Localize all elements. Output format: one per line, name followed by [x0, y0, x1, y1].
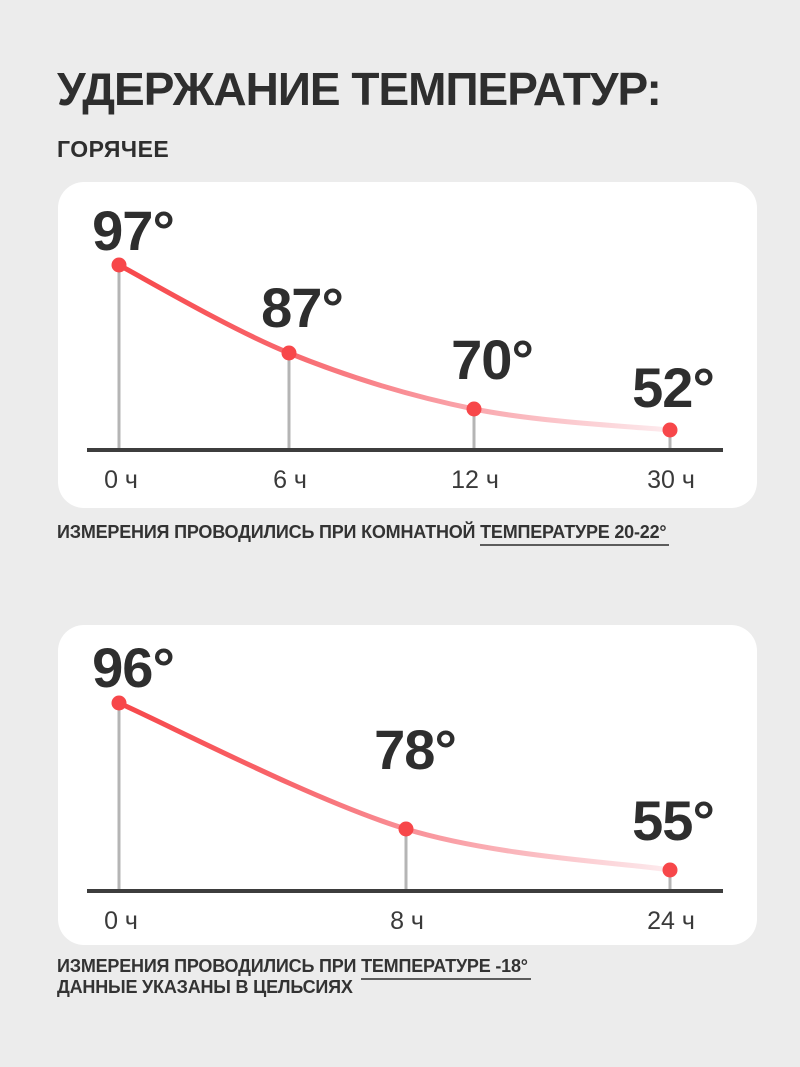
footnote-text: ИЗМЕРЕНИЯ ПРОВОДИЛИСЬ ПРИ	[57, 956, 362, 976]
point-value-label: 78°	[374, 718, 457, 781]
footnote-underlined-text: ТЕМПЕРАТУРЕ 20-22°	[480, 522, 670, 546]
footnote-underlined-text: ТЕМПЕРАТУРЕ -18°	[361, 956, 531, 980]
hot-temperature-line-chart	[87, 257, 723, 452]
footnote-freezer-temperature: ИЗМЕРЕНИЯ ПРОВОДИЛИСЬ ПРИ ТЕМПЕРАТУРЕ -1…	[57, 956, 531, 998]
x-axis-tick-label: 12 ч	[451, 466, 499, 494]
cold-temperature-line-chart	[87, 695, 723, 893]
x-axis-tick-label: 30 ч	[647, 466, 695, 494]
section-label-hot: ГОРЯЧЕЕ	[57, 136, 170, 162]
point-value-label: 97°	[92, 199, 175, 262]
point-value-label: 70°	[451, 328, 534, 391]
footnote-units-note: ДАННЫЕ УКАЗАНЫ В ЦЕЛЬСИЯХ	[57, 977, 353, 997]
page-title: УДЕРЖАНИЕ ТЕМПЕРАТУР:	[57, 63, 662, 115]
point-stems	[117, 265, 672, 448]
x-axis-tick-label: 6 ч	[273, 466, 307, 494]
hot-temperature-chart-card: 97° 87° 70° 52° 0 ч 6 ч 12 ч 30 ч	[58, 182, 757, 508]
temperature-decay-curve	[116, 262, 673, 433]
data-points	[111, 257, 678, 438]
cold-temperature-chart-card: 96° 78° 55° 0 ч 8 ч 24 ч	[58, 625, 757, 945]
point-value-label: 52°	[632, 356, 715, 419]
footnote-text: ИЗМЕРЕНИЯ ПРОВОДИЛИСЬ ПРИ КОМНАТНОЙ	[57, 522, 481, 542]
point-value-label: 96°	[92, 636, 175, 699]
point-value-label: 87°	[261, 276, 344, 339]
x-axis-tick-label: 0 ч	[104, 466, 138, 494]
x-axis-tick-label: 8 ч	[390, 907, 424, 935]
data-points	[111, 695, 678, 878]
point-value-label: 55°	[632, 789, 715, 852]
x-axis-tick-label: 0 ч	[104, 907, 138, 935]
x-axis-tick-label: 24 ч	[647, 907, 695, 935]
footnote-room-temperature: ИЗМЕРЕНИЯ ПРОВОДИЛИСЬ ПРИ КОМНАТНОЙ ТЕМП…	[57, 522, 670, 546]
